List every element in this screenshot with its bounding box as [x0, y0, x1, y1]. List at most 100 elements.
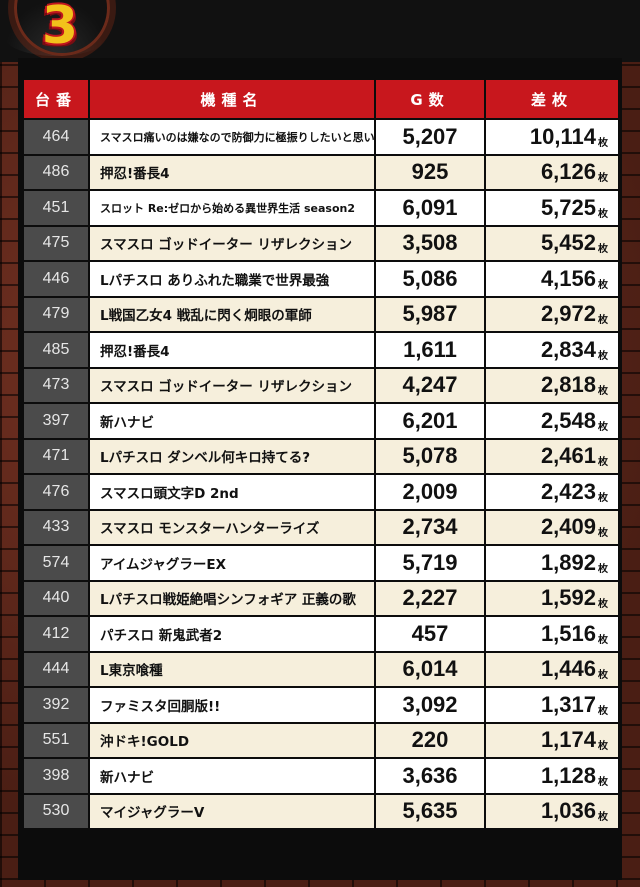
unit-label: 枚	[598, 457, 608, 469]
medal-diff: 2,548	[540, 407, 596, 433]
model-name: Lパチスロ ありふれた職業で世界最強	[88, 260, 376, 298]
machine-number: 412	[22, 615, 90, 653]
table-row: 440 Lパチスロ戦姫絶唱シンフォギア 正義の歌 2,227 1,592 枚	[22, 579, 620, 617]
model-name: アイムジャグラーEX	[88, 544, 376, 582]
machine-number: 473	[22, 366, 90, 404]
header-model: 機種名	[88, 78, 376, 120]
medal-diff-cell: 1,128 枚	[484, 757, 620, 795]
table-row: 475 スマスロ ゴッドイーター リザレクション 3,508 5,452 枚	[22, 224, 620, 262]
machine-number: 551	[22, 721, 90, 759]
machine-number: 392	[22, 686, 90, 724]
header-row: 台番 機種名 G数 差枚	[22, 78, 620, 120]
model-name: L戦国乙女4 戦乱に閃く炯眼の軍師	[88, 295, 376, 333]
medal-diff-cell: 1,592 枚	[484, 579, 620, 617]
model-name: スマスロ ゴッドイーター リザレクション	[88, 224, 376, 262]
unit-label: 枚	[598, 670, 608, 682]
ranking-table: 台番 機種名 G数 差枚 464 スマスロ痛いのは嫌なので防御力に極振りしたいと思…	[22, 78, 620, 830]
game-count: 6,201	[374, 402, 486, 440]
table-row: 476 スマスロ頭文字D 2nd 2,009 2,423 枚	[22, 473, 620, 511]
machine-number: 476	[22, 473, 90, 511]
medal-diff: 2,972	[540, 301, 596, 327]
unit-label: 枚	[598, 741, 608, 753]
unit-label: 枚	[598, 812, 608, 824]
model-name: Lパチスロ戦姫絶唱シンフォギア 正義の歌	[88, 579, 376, 617]
medal-diff-cell: 1,892 枚	[484, 544, 620, 582]
unit-label: 枚	[598, 386, 608, 398]
table-row: 398 新ハナビ 3,636 1,128 枚	[22, 757, 620, 795]
medal-diff-cell: 5,452 枚	[484, 224, 620, 262]
medal-diff-cell: 2,834 枚	[484, 331, 620, 369]
machine-number: 451	[22, 189, 90, 227]
game-count: 3,636	[374, 757, 486, 795]
table-row: 397 新ハナビ 6,201 2,548 枚	[22, 402, 620, 440]
medal-diff: 2,423	[540, 478, 596, 504]
medal-diff: 6,126	[540, 159, 596, 185]
medal-diff-cell: 5,725 枚	[484, 189, 620, 227]
table-row: 574 アイムジャグラーEX 5,719 1,892 枚	[22, 544, 620, 582]
machine-number: 471	[22, 437, 90, 475]
machine-number: 446	[22, 260, 90, 298]
model-name: ファミスタ回胴版!!	[88, 686, 376, 724]
medal-diff: 2,834	[540, 336, 596, 362]
machine-number: 440	[22, 579, 90, 617]
rank-badge: 3	[4, 0, 110, 56]
game-count: 1,611	[374, 331, 486, 369]
medal-diff-cell: 6,126 枚	[484, 153, 620, 191]
table-row: 485 押忍!番長4 1,611 2,834 枚	[22, 331, 620, 369]
medal-diff-cell: 10,114 枚	[484, 118, 620, 156]
machine-number: 486	[22, 153, 90, 191]
table-row: 444 L東京喰種 6,014 1,446 枚	[22, 650, 620, 688]
medal-diff-cell: 4,156 枚	[484, 260, 620, 298]
medal-diff-cell: 1,446 枚	[484, 650, 620, 688]
game-count: 2,734	[374, 508, 486, 546]
header-games: G数	[374, 78, 486, 120]
medal-diff: 1,174	[540, 727, 596, 753]
medal-diff: 1,592	[540, 585, 596, 611]
model-name: スマスロ痛いのは嫌なので防御力に極振りしたいと思います。	[88, 118, 376, 156]
medal-diff: 2,409	[540, 514, 596, 540]
model-name: L東京喰種	[88, 650, 376, 688]
medal-diff-cell: 1,317 枚	[484, 686, 620, 724]
machine-number: 464	[22, 118, 90, 156]
unit-label: 枚	[598, 350, 608, 362]
unit-label: 枚	[598, 137, 608, 149]
table-row: 530 マイジャグラーV 5,635 1,036 枚	[22, 792, 620, 830]
game-count: 457	[374, 615, 486, 653]
model-name: パチスロ 新鬼武者2	[88, 615, 376, 653]
table-row: 446 Lパチスロ ありふれた職業で世界最強 5,086 4,156 枚	[22, 260, 620, 298]
machine-number: 475	[22, 224, 90, 262]
game-count: 4,247	[374, 366, 486, 404]
medal-diff: 10,114	[529, 123, 596, 149]
medal-diff: 1,317	[540, 691, 596, 717]
machine-number: 398	[22, 757, 90, 795]
model-name: 新ハナビ	[88, 402, 376, 440]
machine-number: 433	[22, 508, 90, 546]
unit-label: 枚	[598, 528, 608, 540]
medal-diff: 5,452	[540, 230, 596, 256]
game-count: 3,508	[374, 224, 486, 262]
unit-label: 枚	[598, 705, 608, 717]
model-name: スマスロ モンスターハンターライズ	[88, 508, 376, 546]
game-count: 925	[374, 153, 486, 191]
unit-label: 枚	[598, 421, 608, 433]
game-count: 2,227	[374, 579, 486, 617]
header-diff: 差枚	[484, 78, 620, 120]
medal-diff: 4,156	[540, 265, 596, 291]
table-row: 551 沖ドキ!GOLD 220 1,174 枚	[22, 721, 620, 759]
game-count: 6,091	[374, 189, 486, 227]
medal-diff: 1,892	[540, 549, 596, 575]
medal-diff-cell: 2,423 枚	[484, 473, 620, 511]
model-name: 押忍!番長4	[88, 153, 376, 191]
game-count: 2,009	[374, 473, 486, 511]
game-count: 3,092	[374, 686, 486, 724]
game-count: 5,078	[374, 437, 486, 475]
table-row: 473 スマスロ ゴッドイーター リザレクション 4,247 2,818 枚	[22, 366, 620, 404]
game-count: 5,987	[374, 295, 486, 333]
medal-diff: 1,516	[540, 620, 596, 646]
model-name: 新ハナビ	[88, 757, 376, 795]
medal-diff-cell: 2,548 枚	[484, 402, 620, 440]
unit-label: 枚	[598, 599, 608, 611]
unit-label: 枚	[598, 492, 608, 504]
machine-number: 444	[22, 650, 90, 688]
model-name: マイジャグラーV	[88, 792, 376, 830]
